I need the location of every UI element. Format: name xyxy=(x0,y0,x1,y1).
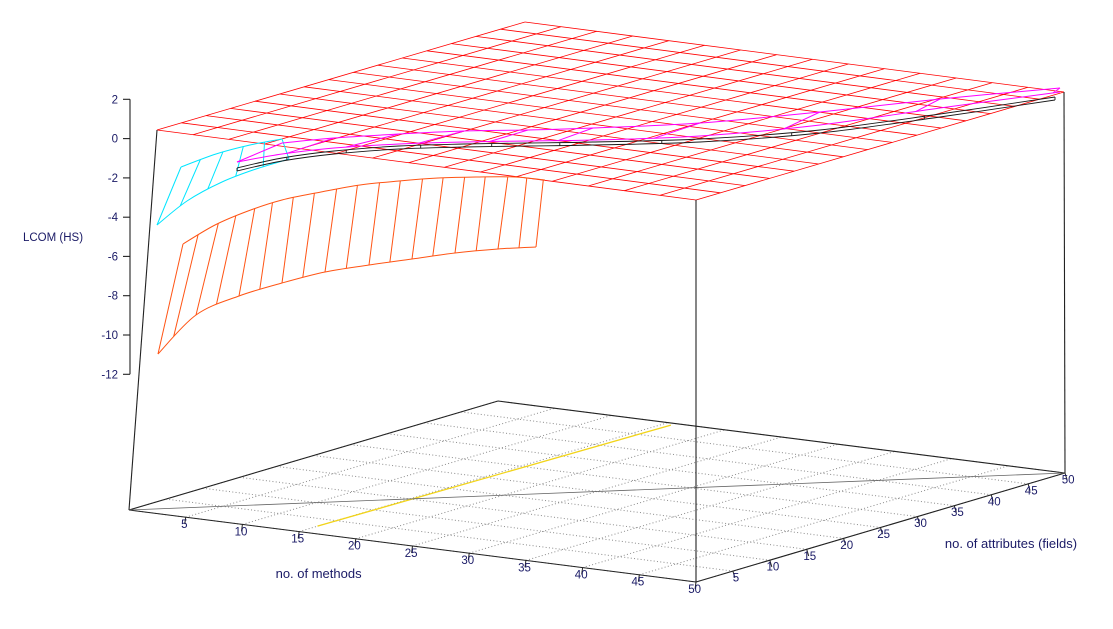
svg-text:45: 45 xyxy=(632,577,645,589)
svg-text:25: 25 xyxy=(877,529,890,541)
svg-text:45: 45 xyxy=(1025,485,1038,497)
svg-text:-8: -8 xyxy=(108,291,118,303)
svg-text:30: 30 xyxy=(914,518,927,530)
svg-text:20: 20 xyxy=(348,541,361,553)
svg-text:2: 2 xyxy=(112,94,118,106)
svg-text:5: 5 xyxy=(181,519,187,531)
svg-text:40: 40 xyxy=(575,570,588,582)
svg-text:50: 50 xyxy=(1062,475,1075,487)
svg-text:-4: -4 xyxy=(108,212,119,224)
svg-text:10: 10 xyxy=(235,526,248,538)
svg-text:15: 15 xyxy=(803,551,816,563)
svg-text:LCOM (HS): LCOM (HS) xyxy=(23,232,83,244)
svg-text:-2: -2 xyxy=(108,173,118,185)
svg-text:-10: -10 xyxy=(101,330,118,342)
svg-text:30: 30 xyxy=(461,555,474,567)
svg-text:10: 10 xyxy=(767,562,780,574)
svg-text:50: 50 xyxy=(688,584,701,596)
svg-text:20: 20 xyxy=(840,540,853,552)
svg-text:40: 40 xyxy=(988,496,1001,508)
svg-text:35: 35 xyxy=(518,562,531,574)
svg-text:no. of attributes (fields): no. of attributes (fields) xyxy=(945,536,1077,551)
svg-text:15: 15 xyxy=(291,534,304,546)
svg-text:no. of methods: no. of methods xyxy=(276,566,362,581)
svg-text:35: 35 xyxy=(951,507,964,519)
svg-text:25: 25 xyxy=(405,548,418,560)
svg-text:-6: -6 xyxy=(108,251,118,263)
svg-text:5: 5 xyxy=(733,573,739,585)
svg-text:0: 0 xyxy=(112,134,118,146)
svg-text:-12: -12 xyxy=(101,369,118,381)
